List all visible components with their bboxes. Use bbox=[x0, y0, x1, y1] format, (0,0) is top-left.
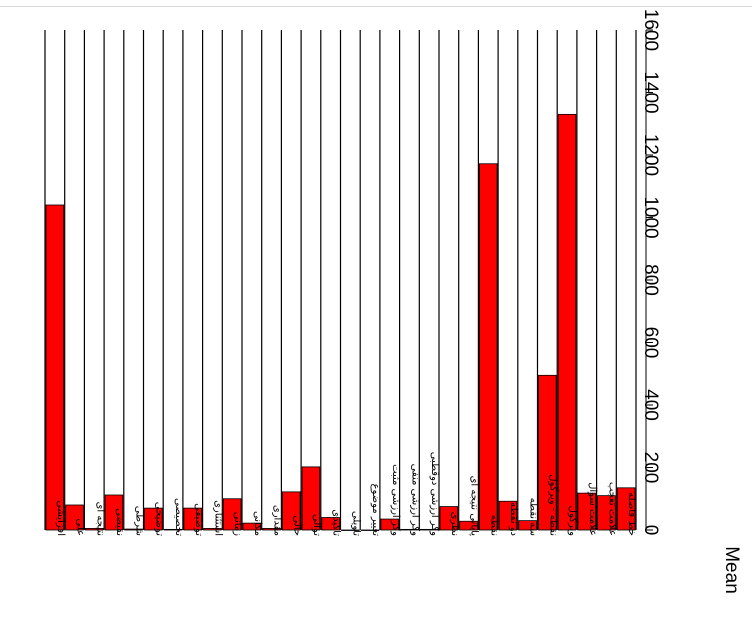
bar bbox=[518, 520, 537, 531]
bar bbox=[183, 507, 202, 531]
category-label: نقیضی bbox=[114, 508, 125, 536]
value-tick-label: 0 bbox=[640, 525, 661, 536]
category-label: تخصیصی bbox=[173, 498, 184, 536]
y-axis-title: Mean bbox=[721, 546, 742, 594]
bar bbox=[104, 494, 124, 531]
category-label: توصیفی bbox=[193, 503, 204, 536]
bar bbox=[597, 495, 616, 531]
category-label: خط فاصله bbox=[626, 492, 637, 536]
bar bbox=[419, 528, 439, 531]
category-label: مقداری bbox=[272, 505, 283, 536]
top-divider-line bbox=[0, 6, 752, 7]
bar bbox=[301, 466, 321, 531]
bar bbox=[144, 507, 163, 531]
bar bbox=[242, 522, 262, 531]
bar bbox=[45, 204, 65, 531]
category-label: پایانی نتیجه ای bbox=[469, 476, 480, 537]
value-tick-label: 1600 bbox=[640, 9, 661, 51]
value-tick-label: 600 bbox=[640, 327, 661, 359]
category-label: دو نقطه bbox=[508, 502, 519, 536]
category-label: علی bbox=[75, 518, 86, 536]
bar bbox=[65, 504, 84, 531]
bar bbox=[163, 528, 183, 531]
bar bbox=[380, 518, 399, 531]
category-label: وکر ارزشی منفی bbox=[409, 464, 420, 537]
category-label: استثناری bbox=[212, 500, 223, 536]
category-label: نظری bbox=[449, 512, 460, 536]
category-label: حالی bbox=[291, 515, 302, 536]
bar bbox=[439, 506, 459, 531]
category-label: تاویلی bbox=[350, 511, 361, 536]
value-tick-label: 800 bbox=[640, 264, 661, 296]
category-label: تغییر موضوع bbox=[370, 484, 381, 537]
category-label: علامت سوال bbox=[587, 482, 598, 536]
bar bbox=[616, 487, 636, 531]
bar bbox=[203, 528, 222, 531]
category-label: توضیحی bbox=[153, 502, 164, 536]
category-label: سه نقطه bbox=[528, 498, 539, 536]
bar bbox=[321, 517, 340, 531]
category-label: تاکیدی bbox=[331, 509, 342, 536]
category-label: توالی bbox=[311, 514, 322, 536]
category-label: ویرگول bbox=[567, 506, 579, 536]
bar bbox=[538, 374, 557, 531]
value-tick-label: 200 bbox=[640, 452, 661, 484]
bar bbox=[478, 163, 498, 531]
bar bbox=[557, 113, 577, 531]
value-tick-label: 1200 bbox=[640, 134, 661, 176]
bar bbox=[85, 528, 104, 531]
category-label: افزایشی bbox=[55, 500, 66, 536]
category-label: وکر ارزشی دوقطبی bbox=[429, 452, 440, 536]
category-label: نقطه - ویرگول bbox=[547, 474, 559, 536]
bar bbox=[498, 500, 518, 531]
value-tick-label: 1000 bbox=[640, 196, 661, 238]
value-tick-label: 1400 bbox=[640, 71, 661, 113]
bar bbox=[400, 528, 419, 531]
category-label: علامت تعجب bbox=[606, 482, 617, 536]
bar bbox=[222, 498, 242, 531]
category-label: شرطی bbox=[134, 506, 145, 536]
category-label: وکر ارزشی مثبت bbox=[390, 464, 401, 536]
category-label: مکانی bbox=[252, 511, 263, 536]
category-label: زمانی bbox=[232, 512, 243, 537]
bar bbox=[262, 528, 281, 531]
bar bbox=[577, 492, 597, 531]
bar bbox=[360, 529, 380, 531]
value-tick-label: 400 bbox=[640, 389, 661, 421]
bar bbox=[459, 520, 478, 531]
bar bbox=[281, 491, 301, 531]
category-label: نتیجه ای bbox=[94, 502, 105, 536]
bar bbox=[341, 529, 360, 531]
bar bbox=[124, 528, 143, 531]
category-label: نقطه bbox=[488, 515, 499, 536]
